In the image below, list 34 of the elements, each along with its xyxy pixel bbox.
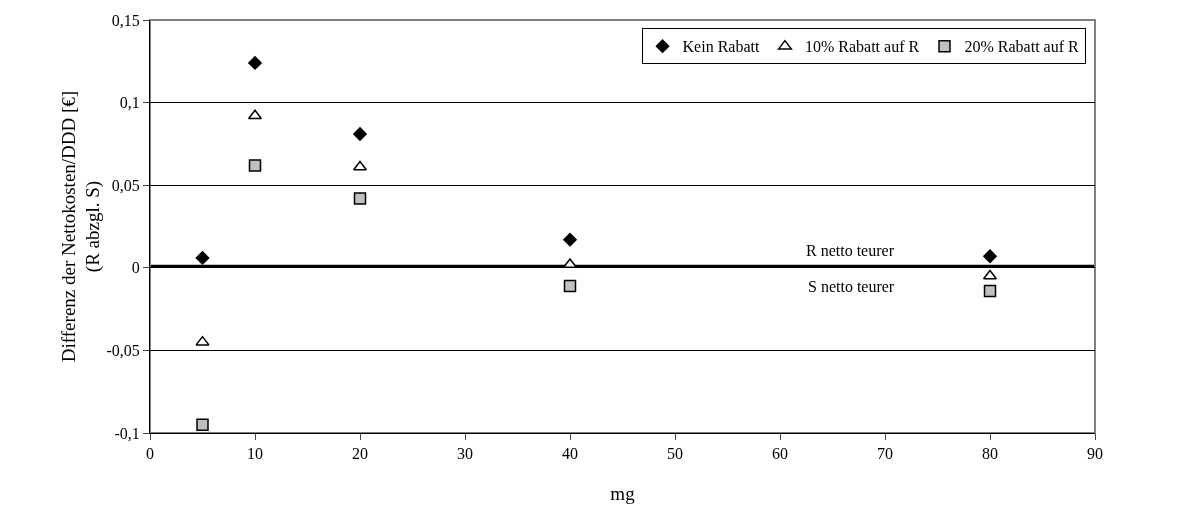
y-tick-label: 0,15 (111, 11, 140, 29)
x-tick-label: 30 (457, 445, 473, 463)
point (196, 418, 209, 431)
x-tick-label: 50 (667, 445, 683, 463)
x-tick-label: 90 (1087, 445, 1103, 463)
y-tick-label: -0,05 (106, 342, 140, 359)
point (247, 55, 263, 71)
x-tick-label: 60 (772, 445, 788, 463)
y-tick-label: 0,1 (119, 94, 140, 112)
annotation: R netto teurer (806, 242, 895, 259)
y-axis-title: Differenz der Nettokosten/DDD [€] (R abzgl. S) (57, 90, 105, 363)
x-tick-label: 10 (247, 445, 263, 463)
legend-label: Kein Rabatt (682, 38, 760, 56)
point (195, 335, 210, 346)
annotation: S netto teurer (808, 278, 895, 295)
x-tick-label: 40 (562, 445, 578, 463)
x-tick-label: 70 (877, 445, 893, 463)
x-tick-label: 80 (982, 445, 998, 463)
point (982, 249, 998, 264)
point (353, 192, 367, 205)
y-tick-label: 0,05 (111, 176, 140, 194)
point (983, 284, 997, 298)
legend-label: 10% Rabatt auf R (804, 38, 920, 56)
x-axis-title: mg (610, 483, 636, 504)
x-tick-label: 0 (146, 445, 154, 463)
y-tick-label: 0 (131, 259, 140, 277)
point (352, 126, 368, 142)
point (563, 279, 577, 293)
point (195, 250, 210, 266)
point (562, 232, 578, 247)
y-tick-label: -0,1 (114, 424, 140, 442)
point (248, 159, 262, 172)
x-tick-label: 20 (352, 445, 368, 463)
legend-label: 20% Rabatt auf R (964, 38, 1080, 56)
